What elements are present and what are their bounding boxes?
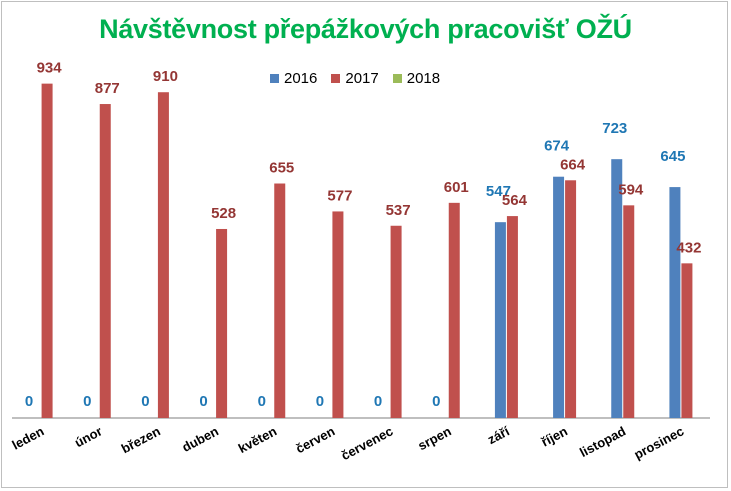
legend-swatch-2018 — [392, 74, 402, 83]
data-label-2016-leden: 0 — [25, 393, 33, 410]
data-label-2017-únor: 877 — [95, 80, 120, 97]
bar-2017-duben — [216, 228, 228, 418]
data-label-2017-srpen: 601 — [444, 179, 469, 196]
data-label-2017-květen: 655 — [269, 160, 294, 177]
category-label-červenec: červenec — [339, 423, 396, 463]
data-label-2017-leden: 934 — [37, 60, 63, 77]
category-label-duben: duben — [180, 423, 222, 455]
category-label-únor: únor — [72, 423, 105, 450]
legend-label-2018: 2018 — [406, 70, 441, 87]
bar-2017-únor — [99, 104, 111, 418]
bar-2017-listopad — [623, 205, 635, 418]
legend-item-2016: 2016 — [270, 70, 317, 87]
bar-2017-květen — [274, 183, 286, 418]
bar-2016-říjen — [553, 176, 565, 418]
data-label-2016-červen: 0 — [316, 393, 324, 410]
category-label-červen: červen — [293, 423, 337, 456]
bar-2017-březen — [157, 92, 169, 418]
bar-2016-září — [494, 222, 506, 418]
data-label-2016-prosinec: 645 — [660, 148, 685, 165]
category-label-prosinec: prosinec — [631, 423, 686, 462]
bar-2017-srpen — [448, 202, 460, 418]
data-label-2016-duben: 0 — [199, 393, 207, 410]
data-label-2016-září: 547 — [486, 183, 511, 200]
bar-2016-prosinec — [669, 187, 681, 418]
category-label-září: září — [485, 423, 512, 447]
data-label-2017-červenec: 537 — [386, 202, 411, 219]
data-label-2016-červenec: 0 — [374, 393, 382, 410]
chart-title: Návštěvnost přepážkových pracovišť OŽÚ — [99, 14, 632, 44]
data-label-2016-listopad: 723 — [602, 120, 627, 137]
bar-2017-leden — [41, 83, 53, 419]
legend-item-2017: 2017 — [331, 70, 379, 87]
legend: 2016 2017 2018 — [270, 70, 440, 87]
data-label-2017-duben: 528 — [211, 205, 236, 222]
data-label-2017-prosinec: 432 — [676, 239, 701, 256]
data-label-2017-březen: 910 — [153, 68, 178, 85]
legend-label-2016: 2016 — [284, 70, 318, 87]
data-label-2016-říjen: 674 — [544, 138, 570, 155]
category-label-srpen: srpen — [415, 423, 453, 453]
data-label-2017-říjen: 664 — [560, 156, 586, 173]
bar-2016-listopad — [611, 159, 623, 418]
legend-item-2018: 2018 — [392, 70, 441, 87]
bar-2017-prosinec — [681, 263, 693, 418]
legend-swatch-2016 — [270, 74, 279, 83]
data-label-2016-srpen: 0 — [432, 393, 440, 410]
bar-2017-září — [506, 216, 518, 418]
legend-label-2017: 2017 — [345, 70, 379, 87]
data-label-2017-červen: 577 — [327, 187, 352, 204]
category-label-březen: březen — [119, 423, 163, 456]
data-label-2016-březen: 0 — [141, 393, 149, 410]
legend-swatch-2017 — [331, 74, 341, 83]
data-label-2017-listopad: 594 — [618, 181, 644, 198]
data-label-2017-září: 564 — [502, 192, 528, 209]
category-label-říjen: říjen — [539, 423, 570, 449]
category-label-květen: květen — [236, 423, 279, 456]
data-label-2016-únor: 0 — [83, 393, 91, 410]
category-label-leden: leden — [9, 423, 46, 452]
bar-2017-červenec — [390, 225, 402, 418]
bar-2017-říjen — [565, 180, 577, 418]
bar-2017-červen — [332, 211, 344, 418]
data-label-2016-květen: 0 — [258, 393, 266, 410]
category-label-listopad: listopad — [577, 423, 628, 460]
